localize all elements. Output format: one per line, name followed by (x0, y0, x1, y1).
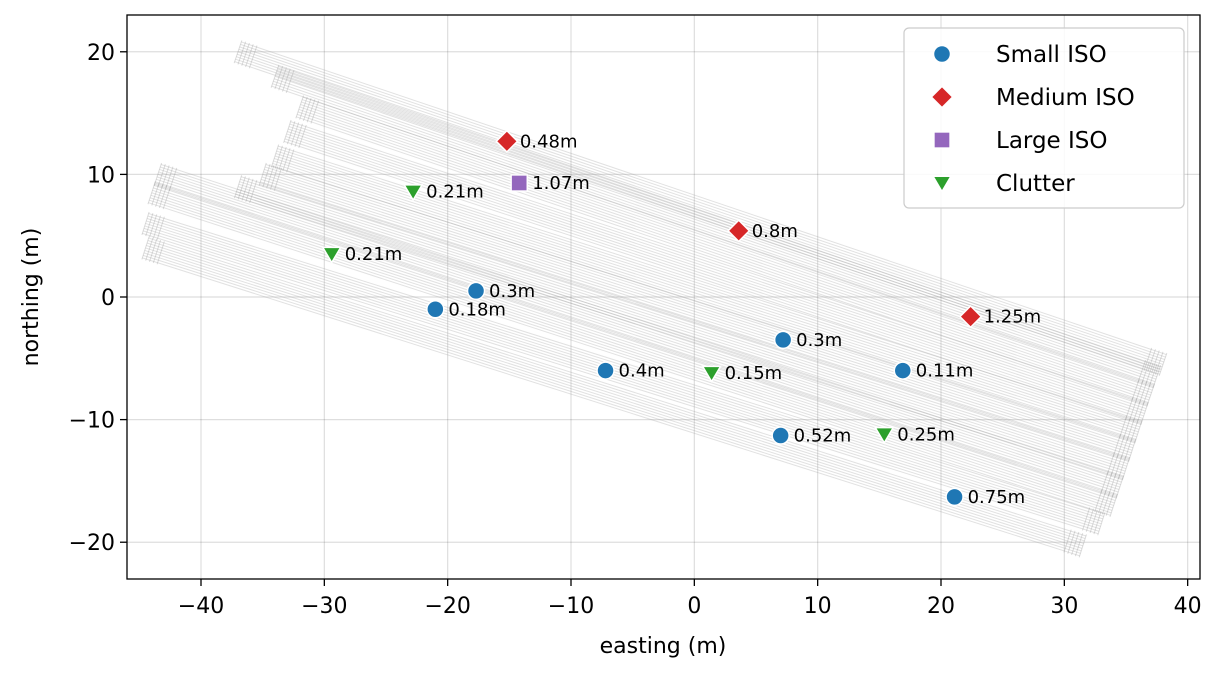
legend-marker (932, 44, 952, 64)
series-clutter: 0.21m 0.21m 0.15m 0.25m (321, 182, 955, 445)
data-point (402, 184, 424, 202)
legend-marker (933, 131, 951, 149)
legend-label: Medium ISO (996, 85, 1135, 111)
data-point (426, 300, 445, 319)
legend-label: Clutter (996, 171, 1075, 197)
survey-track (153, 162, 1125, 499)
data-label: 0.15m (725, 363, 783, 384)
data-point (874, 426, 895, 445)
x-tick-label: −20 (424, 594, 470, 619)
data-point (773, 330, 793, 350)
y-tick-label: 20 (87, 41, 115, 66)
x-tick-label: 0 (687, 594, 701, 619)
data-label: 0.75m (968, 487, 1026, 508)
data-point (727, 219, 751, 243)
legend-label: Small ISO (996, 42, 1107, 68)
data-point (945, 487, 964, 507)
data-label: 0.11m (916, 361, 974, 382)
x-tick-label: −30 (301, 594, 347, 619)
survey-track (141, 211, 1106, 536)
data-label: 0.3m (796, 330, 842, 351)
x-axis-label: easting (m) (600, 634, 727, 659)
survey-track (270, 64, 1162, 389)
data-label: 0.21m (426, 182, 484, 203)
data-label: 1.25m (984, 307, 1042, 328)
y-tick-label: −20 (69, 531, 115, 556)
data-point (596, 361, 615, 380)
survey-track (141, 236, 1087, 558)
y-axis-label: northing (m) (19, 228, 44, 367)
x-tick-label: −40 (178, 594, 224, 619)
data-point (958, 304, 983, 329)
data-point (771, 426, 790, 445)
survey-tracks (141, 40, 1168, 558)
data-label: 0.3m (489, 281, 535, 302)
data-point (510, 174, 529, 192)
data-point (701, 365, 722, 383)
survey-track (283, 119, 1149, 426)
legend-marker (930, 85, 954, 109)
x-tick-label: 20 (927, 594, 955, 619)
survey-track (295, 95, 1155, 407)
y-tick-label: −10 (69, 409, 115, 434)
series-medium-iso: 0.48m 0.8m 1.25m (495, 129, 1042, 329)
survey-track (147, 181, 1118, 518)
data-point (466, 281, 486, 301)
series-large-iso: 1.07m (510, 173, 590, 194)
y-tick-label: 0 (101, 286, 115, 311)
x-tick-label: −10 (548, 594, 594, 619)
x-tick-label: 10 (804, 594, 832, 619)
survey-track (233, 175, 1131, 481)
data-label: 0.48m (520, 131, 578, 152)
survey-track (270, 144, 1143, 444)
legend: Small ISO Medium ISO Large ISO Clutter (903, 27, 1185, 209)
data-label: 0.25m (897, 424, 955, 445)
survey-track (258, 162, 1137, 462)
axis-ticks: −40 −30 −20 −10 0 10 20 30 40 −20 −10 0 10 20 (69, 41, 1202, 619)
data-label: 1.07m (532, 173, 590, 194)
data-point (495, 129, 519, 153)
y-tick-label: 10 (87, 163, 115, 188)
survey-track (233, 40, 1168, 376)
legend-box (903, 27, 1185, 209)
data-label: 0.4m (619, 361, 665, 382)
data-label: 0.52m (794, 426, 852, 447)
legend-marker (931, 175, 953, 193)
legend-label: Large ISO (996, 128, 1108, 154)
data-label: 0.8m (752, 221, 798, 242)
data-label: 0.18m (448, 299, 506, 320)
data-point (893, 361, 913, 380)
data-point (321, 246, 342, 265)
data-label: 0.21m (345, 244, 403, 265)
x-tick-label: 40 (1174, 594, 1202, 619)
x-tick-label: 30 (1050, 594, 1078, 619)
